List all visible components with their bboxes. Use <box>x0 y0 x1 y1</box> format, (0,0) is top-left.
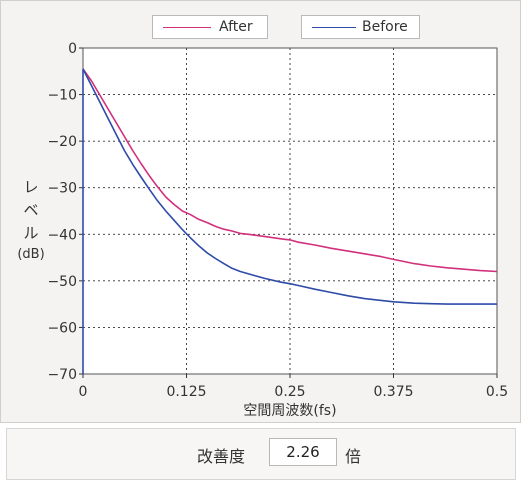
improvement-unit: 倍 <box>345 443 361 467</box>
improvement-value-field: 2.26 <box>269 438 337 466</box>
y-tick-label: −20 <box>47 134 77 150</box>
y-tick-label: −10 <box>47 88 77 104</box>
legend-before: Before <box>301 15 420 39</box>
y-axis-label-line: ベ <box>23 201 38 219</box>
y-axis-label-line: (dB) <box>17 247 44 262</box>
x-tick-label: 0.5 <box>486 384 508 400</box>
y-tick-label: 0 <box>68 41 77 57</box>
legend-after: After <box>152 15 268 39</box>
y-axis-label-line: レ <box>23 178 38 196</box>
x-tick-label: 0.375 <box>373 384 413 400</box>
x-tick-label: 0.125 <box>166 384 206 400</box>
legend-before-swatch <box>312 27 356 28</box>
x-tick-label: 0.25 <box>274 384 305 400</box>
x-tick-label: 0 <box>79 384 88 400</box>
improvement-panel: 改善度 2.26 倍 <box>6 428 516 480</box>
y-tick-label: −30 <box>47 181 77 197</box>
level-chart: 0−10−20−30−40−50−60−700 0.125 0.25 0.375 0.5… <box>0 0 523 425</box>
y-tick-label: −70 <box>47 367 77 383</box>
y-tick-label: −60 <box>47 320 77 336</box>
y-axis-label-line: ル <box>23 224 38 242</box>
legend-after-swatch <box>163 27 211 28</box>
x-axis-label: 空間周波数(fs) <box>243 403 336 419</box>
improvement-label: 改善度 <box>197 443 245 467</box>
legend-before-label: Before <box>362 19 408 35</box>
y-tick-label: −40 <box>47 227 77 243</box>
plot-area <box>83 48 497 374</box>
y-tick-label: −50 <box>47 274 77 290</box>
legend-after-label: After <box>219 19 253 35</box>
